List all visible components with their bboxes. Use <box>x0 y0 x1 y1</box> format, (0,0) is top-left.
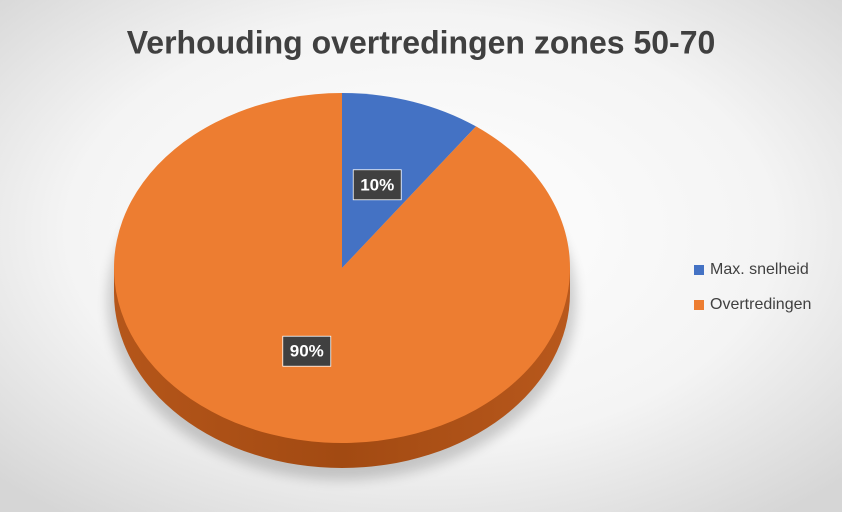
legend-swatch <box>694 265 704 275</box>
pie-slice <box>342 93 477 268</box>
legend-label: Max. snelheid <box>710 261 809 278</box>
chart-title: Verhouding overtredingen zones 50-70 <box>127 24 716 60</box>
legend-label: Overtredingen <box>710 296 811 313</box>
legend-swatch <box>694 300 704 310</box>
pie-slice <box>113 93 571 443</box>
data-label-box <box>282 335 332 367</box>
data-label: 10% <box>352 169 402 201</box>
plot: 10% 90% <box>108 93 576 480</box>
legend: Max. snelheid Overtredingen <box>694 261 811 313</box>
data-label-box <box>352 169 402 201</box>
data-label-text: 10% <box>360 175 394 194</box>
data-label-text: 90% <box>290 342 324 361</box>
data-label: 90% <box>282 335 332 367</box>
